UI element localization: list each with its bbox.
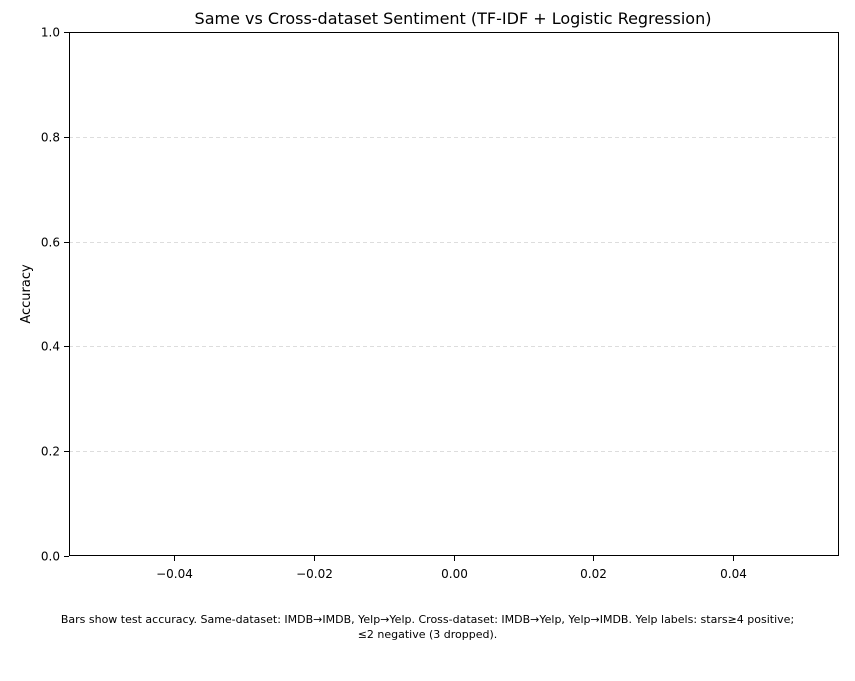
y-axis-label: Accuracy [19,264,34,324]
caption-line-2: ≤2 negative (3 dropped). [357,628,498,641]
chart-title: Same vs Cross-dataset Sentiment (TF-IDF … [195,9,712,28]
x-tick-label: −0.04 [156,567,193,581]
figure-caption: Bars show test accuracy. Same-dataset: I… [0,612,855,642]
x-tick-label: 0.02 [580,567,607,581]
y-tick-label: 0.4 [41,340,60,354]
x-tick-label: 0.00 [441,567,468,581]
y-tick-label: 0.0 [41,550,60,564]
grid-lines [69,137,838,452]
x-tick-label: −0.02 [296,567,333,581]
y-axis: 0.0 0.2 0.4 0.6 0.8 1.0 [41,26,69,564]
x-axis: −0.04 −0.02 0.00 0.02 0.04 [156,556,747,581]
plot-area [69,32,839,556]
y-tick-label: 0.8 [41,131,60,145]
y-tick-label: 0.2 [41,445,60,459]
y-tick-label: 1.0 [41,26,60,40]
caption-line-1: Bars show test accuracy. Same-dataset: I… [60,613,795,626]
y-tick-label: 0.6 [41,236,60,250]
x-tick-label: 0.04 [720,567,747,581]
